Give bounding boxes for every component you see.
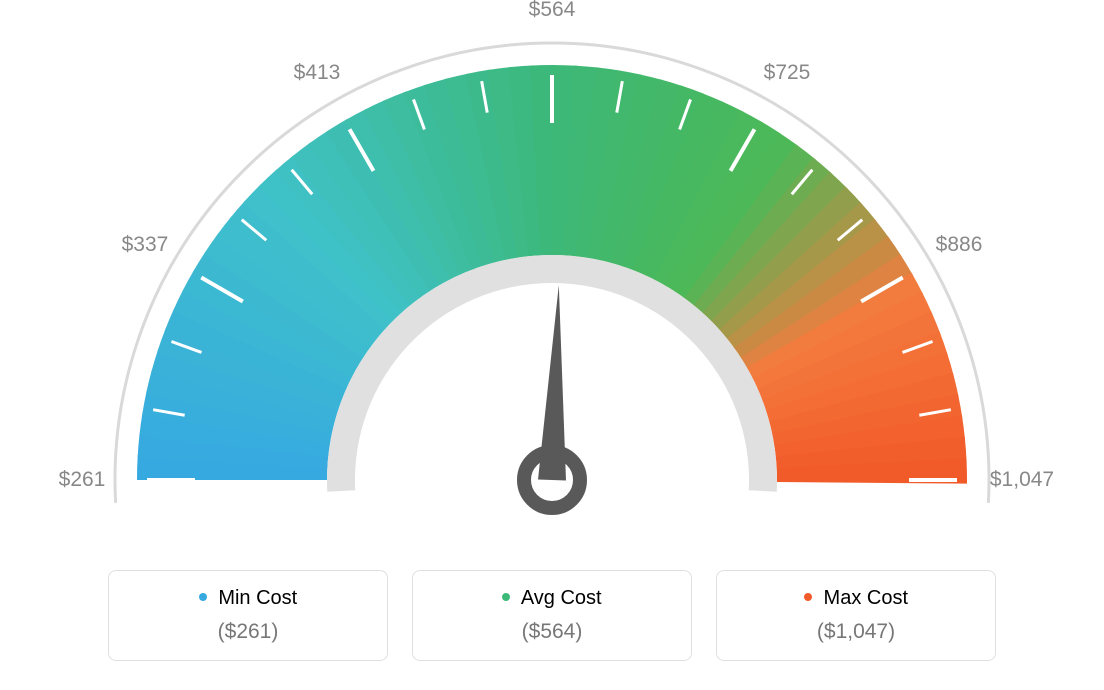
dot-icon xyxy=(804,593,812,601)
legend-card-min: Min Cost ($261) xyxy=(108,570,388,661)
dot-icon xyxy=(502,593,510,601)
legend-min-value: ($261) xyxy=(133,620,363,644)
gauge-tick-label: $886 xyxy=(936,233,983,257)
legend-title-avg: Avg Cost xyxy=(437,587,667,610)
legend-min-label: Min Cost xyxy=(218,587,297,609)
legend-max-label: Max Cost xyxy=(824,587,908,609)
legend-card-avg: Avg Cost ($564) xyxy=(412,570,692,661)
legend-card-max: Max Cost ($1,047) xyxy=(716,570,996,661)
dot-icon xyxy=(199,593,207,601)
legend-max-value: ($1,047) xyxy=(741,620,971,644)
legend-title-max: Max Cost xyxy=(741,587,971,610)
gauge-svg xyxy=(0,0,1104,560)
legend-avg-value: ($564) xyxy=(437,620,667,644)
legend-avg-label: Avg Cost xyxy=(521,587,602,609)
legend-title-min: Min Cost xyxy=(133,587,363,610)
gauge-tick-label: $1,047 xyxy=(990,468,1054,492)
gauge-tick-label: $413 xyxy=(294,61,341,85)
gauge-tick-label: $725 xyxy=(764,61,811,85)
gauge-tick-label: $337 xyxy=(122,233,169,257)
gauge-tick-label: $261 xyxy=(59,468,106,492)
legend-row: Min Cost ($261) Avg Cost ($564) Max Cost… xyxy=(0,570,1104,661)
gauge-tick-label: $564 xyxy=(529,0,576,22)
gauge-chart: $261 $337 $413 $564 $725 $886 $1,047 xyxy=(0,0,1104,560)
